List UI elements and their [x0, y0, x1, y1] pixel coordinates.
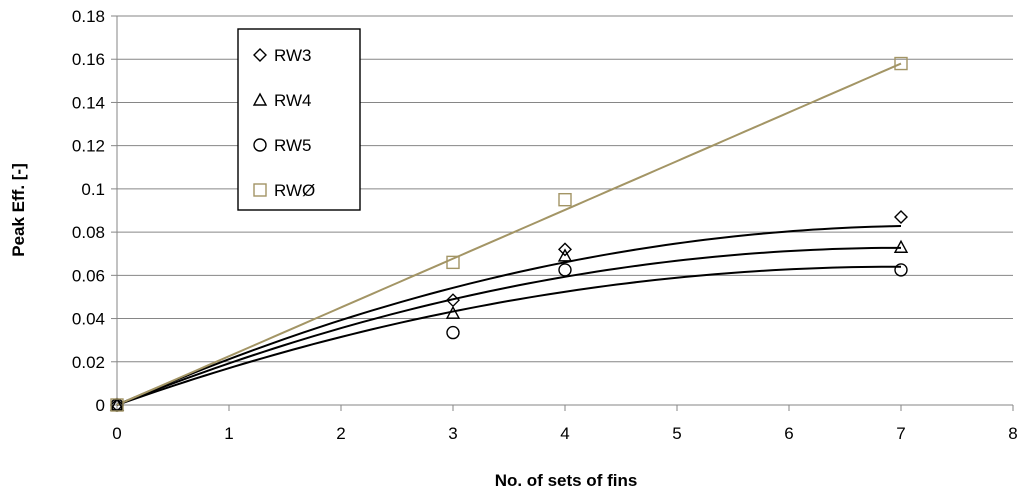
legend-label-rw4: RW4: [274, 91, 311, 110]
axes-layer: [111, 15, 1014, 411]
y-tick-label: 0.1: [81, 180, 105, 199]
y-tick-label: 0.04: [72, 310, 105, 329]
legend-label-rw5: RW5: [274, 136, 311, 155]
y-tick-label: 0.18: [72, 7, 105, 26]
x-tick-label: 3: [448, 424, 457, 443]
y-tick-label: 0.16: [72, 50, 105, 69]
point-rw4: [893, 239, 909, 253]
y-tick-label: 0.14: [72, 93, 105, 112]
trendline-rw5: [116, 265, 902, 406]
point-rw3: [894, 209, 908, 224]
legend-label-rw3: RW3: [274, 46, 311, 65]
legend-label-rw-: RWØ: [274, 181, 315, 200]
x-axis-title: No. of sets of fins: [495, 471, 638, 490]
trendline-rw3: [116, 225, 902, 406]
y-tick-label: 0.06: [72, 266, 105, 285]
y-tick-label: 0: [96, 396, 105, 415]
trendline-rw-: [116, 62, 902, 406]
ticks-layer: 0 0.02 0.04 0.06 0.08 0.1 0.12 0.14 0.16 0.18 0 1 2 3…: [72, 7, 1018, 443]
x-tick-label: 4: [560, 424, 569, 443]
point-rw-: [894, 56, 908, 71]
x-tick-label: 0: [112, 424, 121, 443]
point-rw5: [558, 263, 572, 277]
trendline-rw4: [116, 246, 902, 406]
point-rw3: [558, 242, 572, 257]
y-axis-title: Peak Eff. [-]: [9, 163, 28, 257]
y-tick-label: 0.02: [72, 353, 105, 372]
point-rw4: [557, 248, 573, 262]
point-rw-: [110, 398, 124, 412]
y-tick-label: 0.12: [72, 137, 105, 156]
legend-marker-rw-: [253, 183, 267, 197]
y-tick-label: 0.08: [72, 223, 105, 242]
legend: RW3 RW4 RW5 RWØ: [237, 28, 361, 211]
point-rw4: [109, 397, 125, 411]
trend-layer: [116, 62, 902, 406]
x-tick-label: 1: [224, 424, 233, 443]
point-rw5: [894, 263, 908, 277]
legend-marker-rw4: [252, 92, 268, 106]
x-tick-label: 5: [672, 424, 681, 443]
x-tick-label: 2: [336, 424, 345, 443]
x-tick-label: 8: [1008, 424, 1017, 443]
x-tick-label: 6: [784, 424, 793, 443]
x-tick-label: 7: [896, 424, 905, 443]
point-rw4: [445, 305, 461, 319]
point-rw-: [446, 255, 460, 270]
point-rw-: [558, 192, 572, 207]
point-rw5: [446, 325, 460, 340]
legend-marker-rw3: [253, 48, 267, 62]
points-layer: [109, 56, 909, 412]
legend-marker-rw5: [253, 138, 267, 152]
